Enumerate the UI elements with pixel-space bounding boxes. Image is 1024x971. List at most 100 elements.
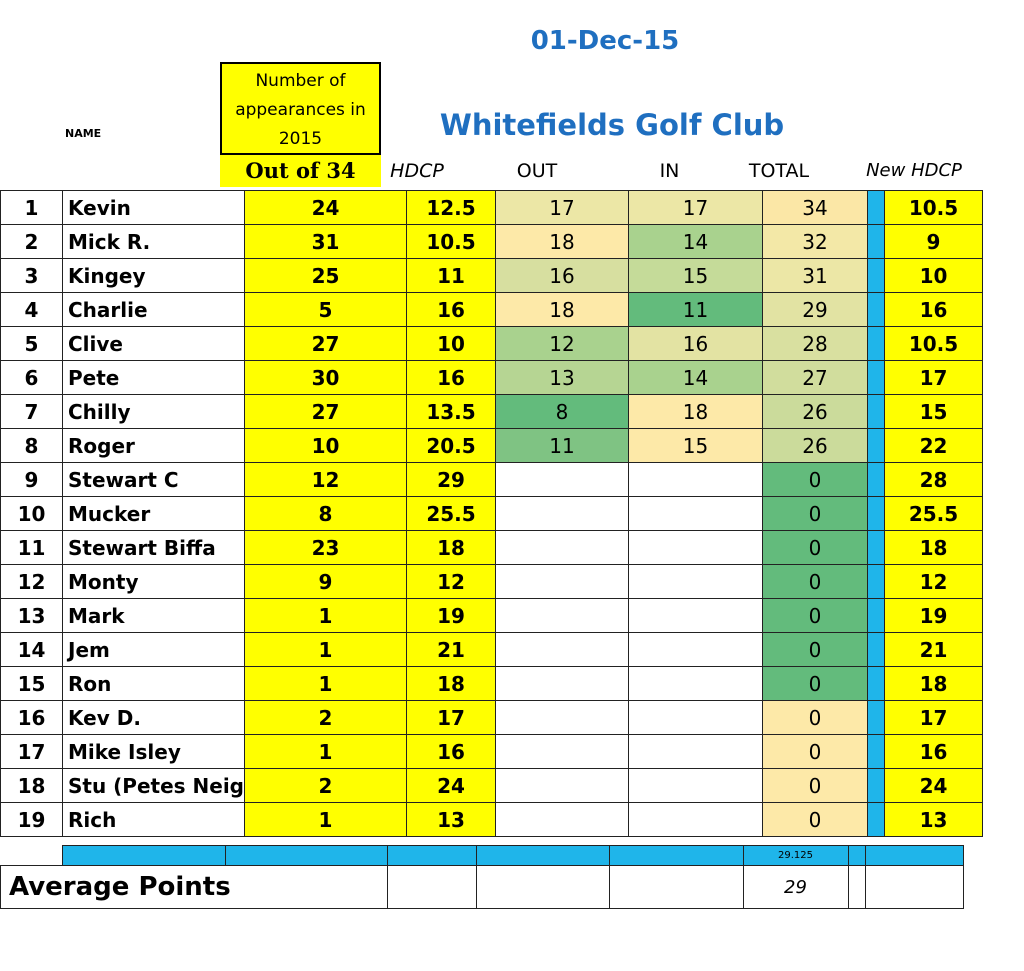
row-number: 2 (0, 224, 63, 259)
out-score: 12 (495, 326, 629, 361)
appearances-count: 1 (244, 666, 407, 701)
out-score (495, 496, 629, 531)
table-row: 2 Mick R. 31 10.5 18 14 32 9 (0, 224, 983, 259)
player-name: Stewart C (62, 462, 245, 497)
total-score: 34 (762, 190, 868, 225)
out-score: 18 (495, 292, 629, 327)
separator-cell (867, 598, 885, 633)
in-score: 14 (628, 360, 763, 395)
new-hdcp-value: 15 (884, 394, 983, 429)
appearances-count: 12 (244, 462, 407, 497)
table-row: 5 Clive 27 10 12 16 28 10.5 (0, 326, 983, 361)
table-row: 9 Stewart C 12 29 0 28 (0, 462, 983, 497)
in-score: 17 (628, 190, 763, 225)
in-score (628, 802, 763, 837)
hdcp-value: 12 (406, 564, 496, 599)
player-name: Mark (62, 598, 245, 633)
appearances-line-3: 2015 (278, 129, 323, 149)
separator-cell (867, 802, 885, 837)
appearances-count: 24 (244, 190, 407, 225)
total-score: 0 (762, 496, 868, 531)
hdcp-value: 21 (406, 632, 496, 667)
hdcp-value: 25.5 (406, 496, 496, 531)
total-score: 27 (762, 360, 868, 395)
in-score (628, 734, 763, 769)
out-of-header: Out of 34 (220, 153, 381, 187)
player-name: Stu (Petes Neig (62, 768, 245, 803)
in-score (628, 768, 763, 803)
club-title: Whitefields Golf Club (439, 108, 785, 142)
out-score: 18 (495, 224, 629, 259)
summary-table: 29.125 Average Points 29 (0, 845, 964, 909)
table-row: 3 Kingey 25 11 16 15 31 10 (0, 258, 983, 293)
average-cell (475, 865, 610, 909)
appearances-count: 1 (244, 802, 407, 837)
appearances-count: 27 (244, 394, 407, 429)
in-score: 18 (628, 394, 763, 429)
subtotal-cell (61, 845, 226, 866)
table-row: 19 Rich 1 13 0 13 (0, 802, 983, 837)
out-header: OUT (516, 160, 558, 182)
out-score (495, 598, 629, 633)
table-row: 17 Mike Isley 1 16 0 16 (0, 734, 983, 769)
hdcp-value: 18 (406, 666, 496, 701)
table-row: 15 Ron 1 18 0 18 (0, 666, 983, 701)
in-score (628, 530, 763, 565)
player-name: Kevin (62, 190, 245, 225)
name-column-header: NAME (65, 127, 102, 140)
new-hdcp-value: 25.5 (884, 496, 983, 531)
separator-cell (867, 700, 885, 735)
appearances-count: 1 (244, 632, 407, 667)
table-row: 12 Monty 9 12 0 12 (0, 564, 983, 599)
hdcp-value: 10 (406, 326, 496, 361)
player-name: Monty (62, 564, 245, 599)
separator-cell (867, 666, 885, 701)
new-hdcp-value: 9 (884, 224, 983, 259)
new-hdcp-value: 17 (884, 700, 983, 735)
appearances-count: 31 (244, 224, 407, 259)
total-score: 31 (762, 258, 868, 293)
new-hdcp-value: 10.5 (884, 326, 983, 361)
table-row: 6 Pete 30 16 13 14 27 17 (0, 360, 983, 395)
table-row: 4 Charlie 5 16 18 11 29 16 (0, 292, 983, 327)
appearances-count: 30 (244, 360, 407, 395)
new-hdcp-value: 18 (884, 666, 983, 701)
average-cell (864, 865, 964, 909)
total-score: 28 (762, 326, 868, 361)
hdcp-value: 16 (406, 734, 496, 769)
player-name: Clive (62, 326, 245, 361)
new-hdcp-value: 22 (884, 428, 983, 463)
out-score: 17 (495, 190, 629, 225)
table-row: 8 Roger 10 20.5 11 15 26 22 (0, 428, 983, 463)
player-name: Ron (62, 666, 245, 701)
out-score (495, 734, 629, 769)
new-hdcp-value: 28 (884, 462, 983, 497)
player-name: Mike Isley (62, 734, 245, 769)
total-score: 0 (762, 598, 868, 633)
total-score: 26 (762, 428, 868, 463)
total-score: 0 (762, 462, 868, 497)
total-score: 0 (762, 734, 868, 769)
in-score: 14 (628, 224, 763, 259)
separator-cell (867, 224, 885, 259)
table-row: 18 Stu (Petes Neig 2 24 0 24 (0, 768, 983, 803)
out-score (495, 564, 629, 599)
separator-cell (867, 258, 885, 293)
in-header: IN (659, 160, 680, 182)
player-name: Stewart Biffa (62, 530, 245, 565)
row-number: 19 (0, 802, 63, 837)
average-cell (608, 865, 744, 909)
total-score: 32 (762, 224, 868, 259)
row-number: 10 (0, 496, 63, 531)
new-hdcp-value: 17 (884, 360, 983, 395)
hdcp-value: 18 (406, 530, 496, 565)
subtotal-cell (475, 845, 610, 866)
player-name: Jem (62, 632, 245, 667)
table-row: 7 Chilly 27 13.5 8 18 26 15 (0, 394, 983, 429)
in-score (628, 700, 763, 735)
total-score: 29 (762, 292, 868, 327)
out-score: 13 (495, 360, 629, 395)
scores-table: 1 Kevin 24 12.5 17 17 34 10.5 2 Mick R. 31 10.5 18 14… (0, 190, 983, 837)
separator-cell (867, 326, 885, 361)
new-hdcp-value: 12 (884, 564, 983, 599)
